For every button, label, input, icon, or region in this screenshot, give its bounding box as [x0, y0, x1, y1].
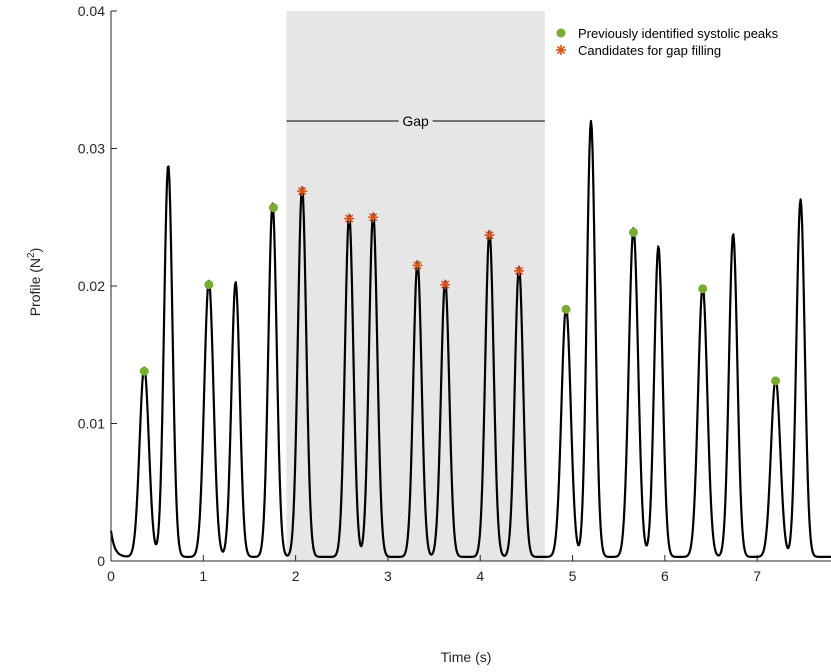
gap-candidate-marker [297, 186, 308, 197]
systolic-peak-markers [139, 203, 781, 386]
gap-candidate-marker [440, 279, 451, 290]
x-tick-label: 3 [384, 568, 392, 584]
gap-candidate-markers [297, 186, 524, 290]
systolic-peak-marker [139, 366, 149, 376]
x-tick-label: 4 [476, 568, 484, 584]
x-tick-label: 7 [753, 568, 761, 584]
x-tick-label: 0 [107, 568, 115, 584]
x-tick-label: 2 [292, 568, 300, 584]
y-axis-title: Profile (N2) [26, 248, 43, 317]
y-tick-label: 0 [97, 553, 105, 569]
y-axis-title-close: ) [27, 248, 43, 253]
gap-candidate-marker [514, 265, 524, 276]
axis-ticks [110, 10, 758, 562]
signal-line [109, 119, 831, 558]
systolic-peak-marker [204, 280, 214, 290]
gap-candidate-marker [412, 260, 423, 271]
x-axis-title: Time (s) [441, 649, 492, 665]
x-tick-label: 5 [569, 568, 577, 584]
gap-label: Gap [402, 113, 429, 129]
legend-candidate-star [556, 45, 566, 55]
legend-candidate-marker [556, 45, 566, 55]
systolic-peak-marker [771, 376, 781, 386]
y-tick-label: 0.02 [78, 278, 105, 294]
x-tick-labels: 0 1 2 3 4 5 6 7 [107, 568, 761, 584]
y-tick-label: 0.03 [78, 141, 105, 157]
legend-systolic-marker [556, 28, 566, 38]
y-tick-label: 0.01 [78, 416, 105, 432]
gap-candidate-marker [344, 213, 355, 224]
gap-candidate-marker [368, 212, 379, 223]
y-axis-title-sup: 2 [26, 252, 37, 258]
x-tick-label: 1 [199, 568, 207, 584]
legend: Previously identified systolic peaks Can… [556, 26, 779, 58]
gap-candidate-marker [484, 230, 495, 241]
y-tick-labels: 0 0.01 0.02 0.03 0.04 [78, 3, 105, 569]
legend-systolic-label: Previously identified systolic peaks [578, 26, 779, 41]
legend-candidate-label: Candidates for gap filling [578, 43, 721, 58]
y-axis-title-main: Profile (N [27, 258, 43, 316]
systolic-peak-marker [268, 203, 278, 213]
x-tick-label: 6 [661, 568, 669, 584]
y-tick-label: 0.04 [78, 3, 105, 19]
systolic-peak-marker [698, 284, 708, 294]
systolic-peak-marker [628, 227, 638, 237]
systolic-peak-marker [561, 304, 571, 314]
